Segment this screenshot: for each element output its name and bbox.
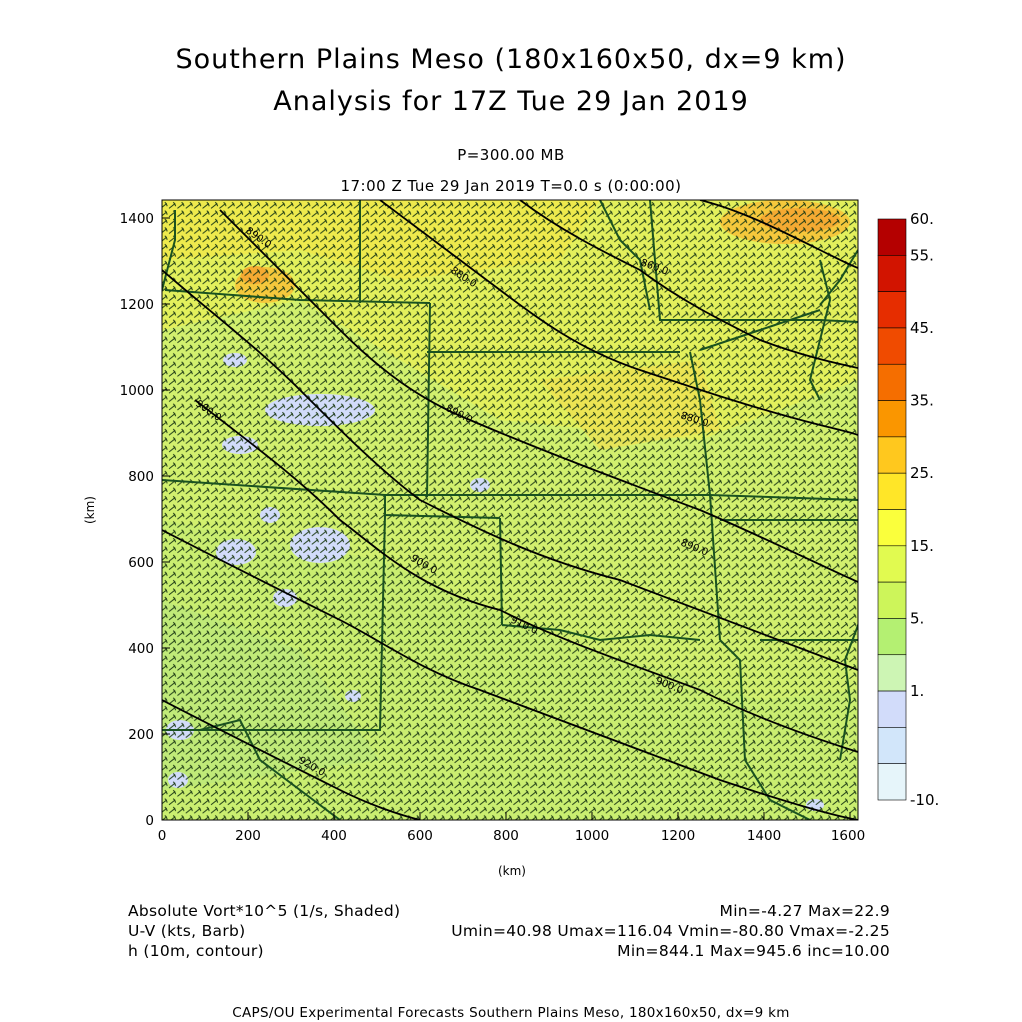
x-tick-label: 1400 xyxy=(747,828,781,844)
y-tick-label: 200 xyxy=(128,727,154,743)
x-tick-label: 600 xyxy=(407,828,433,844)
y-tick-label: 1400 xyxy=(120,211,154,227)
colorbar-label: 55. xyxy=(910,246,934,264)
footer-credit: CAPS/OU Experimental Forecasts Southern … xyxy=(232,1005,790,1021)
colorbar-swatch xyxy=(877,363,907,401)
colorbar-swatch xyxy=(877,400,907,438)
colorbar-swatch xyxy=(877,618,907,656)
colorbar-swatch xyxy=(877,654,907,692)
colorbar-swatch xyxy=(877,763,907,801)
legend-height: h (10m, contour) xyxy=(128,942,264,960)
legend-vorticity: Absolute Vort*10^5 (1/s, Shaded) xyxy=(128,902,401,920)
colorbar-label: 25. xyxy=(910,464,934,482)
x-tick-label: 1200 xyxy=(661,828,695,844)
valid-time-label: 17:00 Z Tue 29 Jan 2019 T=0.0 s (0:00:00… xyxy=(340,177,682,195)
contour-line xyxy=(162,269,858,671)
colorbar-label: 45. xyxy=(910,319,934,337)
legend-wind: U-V (kts, Barb) xyxy=(128,922,246,940)
x-tick-label: 1000 xyxy=(575,828,609,844)
vort-min-max: Min=-4.27 Max=22.9 xyxy=(719,902,890,920)
level-label: P=300.00 MB xyxy=(457,146,565,164)
x-tick-labels: 0 200 400 600 800 1000 1200 1400 1600 xyxy=(158,828,865,844)
contour-line xyxy=(162,529,858,820)
colorbar-swatch xyxy=(877,291,907,329)
y-axis-label: (km) xyxy=(83,496,97,524)
y-tick-label: 800 xyxy=(128,469,154,485)
title-line-2: Analysis for 17Z Tue 29 Jan 2019 xyxy=(273,86,749,117)
x-tick-label: 1600 xyxy=(831,828,865,844)
contour-line xyxy=(379,200,858,436)
colorbar-swatch xyxy=(877,472,907,510)
contour-line xyxy=(519,200,858,369)
colorbar-swatch xyxy=(877,509,907,547)
y-tick-label: 1200 xyxy=(120,297,154,313)
x-axis-label: (km) xyxy=(498,864,526,878)
colorbar-swatch xyxy=(877,690,907,728)
vorticity-field xyxy=(162,200,858,820)
colorbar-swatch xyxy=(877,727,907,764)
x-tick-label: 0 xyxy=(158,828,167,844)
colorbar-swatch xyxy=(877,255,907,292)
x-tick-label: 200 xyxy=(235,828,261,844)
colorbar-label: -10. xyxy=(910,791,939,809)
colorbar-label: 60. xyxy=(910,210,934,228)
wind-barbs xyxy=(162,200,858,820)
y-tick-label: 1000 xyxy=(120,383,154,399)
colorbar-swatch xyxy=(877,327,907,365)
colorbar-label: 15. xyxy=(910,537,934,555)
colorbar-label: 1. xyxy=(910,682,924,700)
y-tick-labels: 0 200 400 600 800 1000 1200 1400 xyxy=(120,211,154,829)
y-axis-ticks xyxy=(162,217,170,821)
title-line-1: Southern Plains Meso (180x160x50, dx=9 k… xyxy=(175,44,847,75)
colorbar-swatch xyxy=(877,436,907,474)
x-tick-label: 400 xyxy=(321,828,347,844)
height-min-max: Min=844.1 Max=945.6 inc=10.00 xyxy=(617,942,890,960)
y-tick-label: 600 xyxy=(128,555,154,571)
colorbar-label: 5. xyxy=(910,609,924,627)
y-tick-label: 400 xyxy=(128,641,154,657)
colorbar-swatch xyxy=(877,581,907,619)
contour-line xyxy=(162,699,421,820)
x-axis-ticks xyxy=(161,812,851,820)
y-tick-label: 0 xyxy=(145,813,154,829)
height-contours xyxy=(162,200,858,820)
colorbar-swatch xyxy=(877,545,907,583)
x-tick-label: 800 xyxy=(493,828,519,844)
colorbar: 60. 55. 45. 35. 25. 15. 5. 1. -10. xyxy=(877,210,939,809)
contour-line xyxy=(699,200,858,269)
contour-line xyxy=(194,399,858,753)
contour-line xyxy=(219,209,858,583)
colorbar-swatch xyxy=(877,218,907,256)
colorbar-label: 35. xyxy=(910,392,934,410)
wind-min-max: Umin=40.98 Umax=116.04 Vmin=-80.80 Vmax=… xyxy=(451,922,890,940)
plot-frame xyxy=(161,199,859,821)
